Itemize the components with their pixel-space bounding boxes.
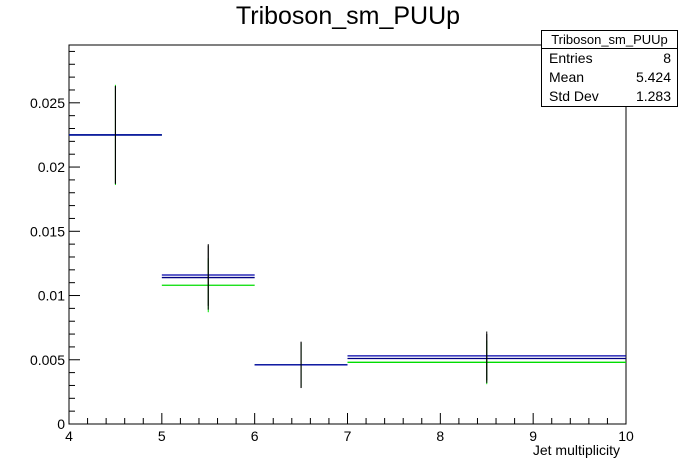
stats-mean-value: 5.424 xyxy=(635,69,671,85)
x-tick-label: 8 xyxy=(436,428,444,444)
stats-box: Triboson_sm_PUUp Entries 8 Mean 5.424 St… xyxy=(541,30,678,107)
stats-entries-value: 8 xyxy=(663,50,671,66)
y-tick-label: 0.015 xyxy=(30,223,65,239)
y-tick-label: 0.01 xyxy=(38,288,65,304)
y-tick-label: 0.025 xyxy=(30,95,65,111)
x-tick-label: 9 xyxy=(529,428,537,444)
stats-entries-label: Entries xyxy=(549,50,593,66)
stats-box-title: Triboson_sm_PUUp xyxy=(542,31,677,49)
x-tick-label: 6 xyxy=(251,428,259,444)
stats-mean-label: Mean xyxy=(549,69,585,85)
stats-row-mean: Mean 5.424 xyxy=(542,68,677,87)
data-marks xyxy=(69,84,626,389)
y-tick-label: 0.02 xyxy=(38,159,65,175)
x-tick-label: 4 xyxy=(65,428,73,444)
stats-std-value: 1.283 xyxy=(635,88,671,104)
y-axis: 0 0.005 0.01 0.015 0.02 0.025 xyxy=(30,50,80,432)
x-tick-label: 7 xyxy=(344,428,352,444)
x-tick-label: 5 xyxy=(158,428,166,444)
y-tick-label: 0.005 xyxy=(30,352,65,368)
x-axis: 4 5 6 7 8 9 10 xyxy=(65,413,634,444)
stats-row-entries: Entries 8 xyxy=(542,49,677,68)
stats-row-std: Std Dev 1.283 xyxy=(542,87,677,106)
stats-std-label: Std Dev xyxy=(549,88,599,104)
y-tick-label: 0 xyxy=(57,416,65,432)
chart-title: Triboson_sm_PUUp xyxy=(235,2,461,30)
x-axis-label: Jet multiplicity xyxy=(533,442,620,458)
x-tick-label: 10 xyxy=(618,428,634,444)
